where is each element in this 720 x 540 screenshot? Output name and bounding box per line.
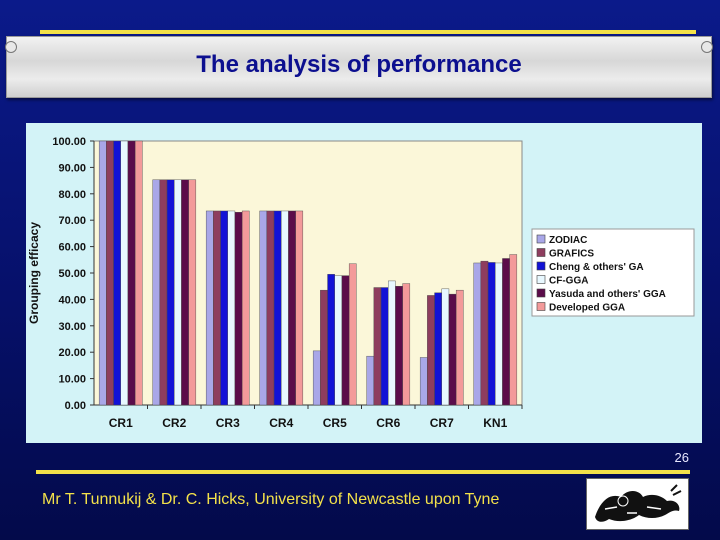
legend-box [531, 228, 695, 317]
legend-label: CF-GGA [549, 276, 588, 287]
y-tick-label: 60.00 [58, 242, 86, 254]
bar [402, 283, 411, 406]
bar [120, 140, 129, 406]
bar [213, 210, 221, 406]
bar [281, 210, 289, 406]
bar [220, 210, 228, 406]
x-tick-label: CR6 [376, 416, 400, 430]
y-tick-label: 30.00 [58, 321, 86, 333]
bar [334, 275, 343, 406]
bar [241, 210, 250, 406]
newcastle-lion-crest-icon [586, 478, 689, 530]
y-tick-label: 80.00 [58, 189, 86, 201]
bar [427, 295, 435, 406]
bar [366, 355, 375, 406]
bar [259, 210, 268, 406]
bar-chart: 0.00 10.00 20.00 30.00 40.00 50.00 60.00 70.00 8… [27, 136, 695, 430]
bar [395, 285, 403, 406]
y-axis-label: Grouping efficacy [27, 222, 41, 324]
bar [166, 179, 175, 406]
scroll-curl-icon [701, 41, 713, 53]
legend-label: Cheng & others' GA [549, 262, 644, 273]
legend-swatch [536, 288, 546, 298]
y-tick-label: 40.00 [58, 294, 86, 306]
x-tick-label: CR1 [109, 416, 133, 430]
bar [348, 263, 357, 406]
legend-swatch [536, 261, 546, 271]
bar [98, 140, 107, 406]
bar [388, 280, 396, 406]
legend-swatch [536, 234, 546, 244]
bar [487, 262, 496, 406]
footer-credit: Mr T. Tunnukij & Dr. C. Hicks, Universit… [42, 491, 500, 508]
x-tick-label: CR4 [269, 416, 293, 430]
y-tick-label: 70.00 [58, 215, 86, 227]
bar [134, 140, 143, 406]
title-banner: The analysis of performance [5, 36, 713, 98]
bar [188, 179, 197, 406]
bar [495, 262, 503, 406]
bar [205, 210, 214, 406]
bar [502, 258, 510, 406]
bar [266, 210, 275, 406]
y-tick-label: 90.00 [58, 162, 86, 174]
bar [295, 210, 304, 406]
bar [380, 287, 389, 406]
bar [341, 275, 350, 406]
bar [441, 288, 450, 406]
bar [227, 210, 236, 406]
legend-label: GRAFICS [549, 249, 594, 260]
bar [312, 350, 321, 406]
legend-label: Yasuda and others' GGA [549, 289, 666, 300]
x-tick-label: CR3 [216, 416, 240, 430]
x-tick-label: CR5 [323, 416, 347, 430]
bar [174, 179, 182, 406]
bar [273, 210, 282, 406]
x-tick-label: KN1 [483, 416, 507, 430]
bar [473, 262, 482, 406]
bar [152, 179, 161, 406]
bar [320, 289, 328, 406]
bar [509, 254, 518, 406]
bar [288, 210, 296, 406]
scroll-curl-icon [5, 41, 17, 53]
bar [434, 292, 442, 406]
chart-panel: 0.00 10.00 20.00 30.00 40.00 50.00 60.00 70.00 8… [26, 123, 702, 443]
y-tick-label: 20.00 [58, 347, 86, 359]
top-accent-line [40, 30, 696, 34]
y-tick-label: 100.00 [52, 136, 86, 148]
bar [106, 140, 114, 406]
bar [234, 212, 243, 406]
legend-swatch [536, 302, 546, 311]
bar [373, 287, 382, 406]
legend-label: ZODIAC [549, 235, 587, 246]
bar [113, 140, 121, 406]
bar [480, 260, 489, 406]
slide-title: The analysis of performance [196, 51, 522, 78]
x-tick-label: CR2 [162, 416, 186, 430]
bar [419, 357, 428, 406]
page-number: 26 [674, 450, 689, 465]
bar [127, 140, 136, 406]
bar [327, 274, 335, 406]
legend-swatch [536, 275, 546, 284]
y-tick-label: 0.00 [65, 400, 86, 412]
bar [159, 179, 168, 406]
bar [455, 289, 464, 406]
x-tick-label: CR7 [430, 416, 454, 430]
legend-label: Developed GGA [549, 303, 625, 314]
y-tick-label: 50.00 [58, 268, 86, 280]
legend-swatch [536, 248, 546, 257]
bottom-accent-line [36, 470, 690, 474]
bar [181, 179, 189, 406]
y-tick-label: 10.00 [58, 374, 86, 386]
bar [448, 293, 457, 406]
